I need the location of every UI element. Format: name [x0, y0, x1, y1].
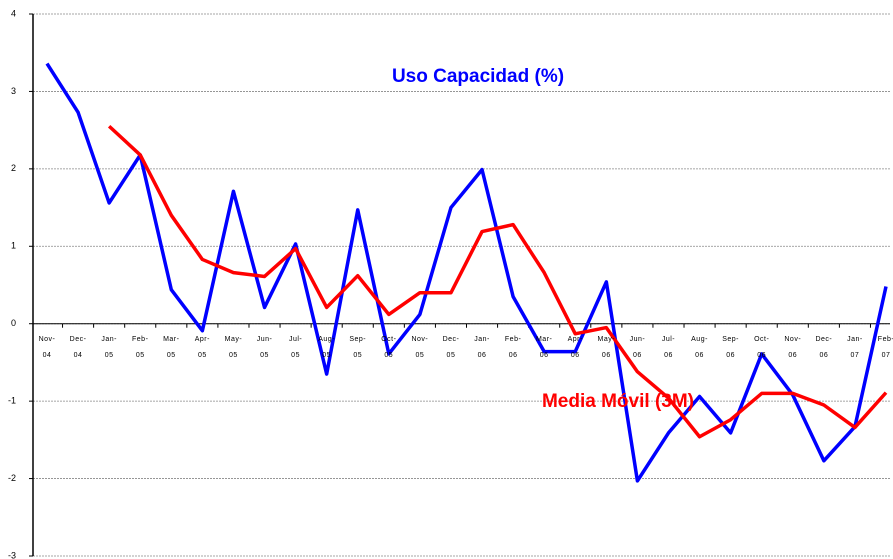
x-tick-label: Apr- 06	[567, 335, 583, 359]
x-tick-label: Feb- 07	[877, 335, 893, 359]
series-line	[45, 62, 888, 483]
y-tick-label: 2	[11, 163, 16, 173]
x-tick-label: Dec- 06	[815, 335, 833, 359]
x-tick-label: Feb- 05	[132, 335, 149, 359]
x-tick-label: Nov- 06	[784, 335, 802, 359]
y-tick-label: -1	[8, 396, 16, 406]
series-annotation: Uso Capacidad (%)	[392, 66, 564, 87]
y-tick-label: 0	[11, 318, 16, 328]
y-tick-label: -3	[8, 550, 16, 559]
y-tick-label: 4	[11, 8, 16, 18]
x-tick-label: Apr- 05	[194, 335, 210, 359]
y-tick-label: -2	[8, 473, 16, 483]
x-tick-label: Mar- 06	[535, 335, 553, 359]
y-tick-label: 1	[11, 241, 16, 251]
x-tick-label: Jun- 05	[256, 335, 273, 359]
x-tick-label: Jan- 07	[847, 335, 863, 359]
x-tick-label: Jun- 06	[629, 335, 646, 359]
x-tick-label: Sep- 05	[349, 335, 367, 359]
x-tick-label: May- 05	[224, 335, 243, 359]
x-tick-label: Aug- 06	[691, 335, 708, 359]
x-tick-label: Jul- 05	[288, 335, 303, 359]
x-tick-label: Mar- 05	[163, 335, 180, 359]
x-tick-label: Oct- 05	[381, 335, 397, 359]
x-tick-label: Nov- 04	[38, 335, 56, 359]
x-tick-label: Jan- 05	[101, 335, 117, 359]
x-tick-label: May- 06	[597, 335, 616, 359]
x-tick-label: Oct- 06	[754, 335, 770, 359]
x-tick-label: Nov- 05	[411, 335, 429, 359]
x-tick-label: Dec- 04	[69, 335, 87, 359]
y-tick-label: 3	[11, 86, 16, 96]
x-tick-label: Feb- 06	[504, 335, 522, 359]
x-tick-label: Jul- 06	[661, 335, 676, 359]
x-tick-label: Jan- 06	[474, 335, 490, 359]
x-tick-label: Dec- 05	[442, 335, 460, 359]
series-annotation: Media Móvil (3M)	[542, 391, 694, 412]
series-line	[107, 124, 888, 439]
x-tick-label: Sep- 06	[722, 335, 740, 359]
x-tick-label: Aug- 05	[318, 335, 336, 359]
